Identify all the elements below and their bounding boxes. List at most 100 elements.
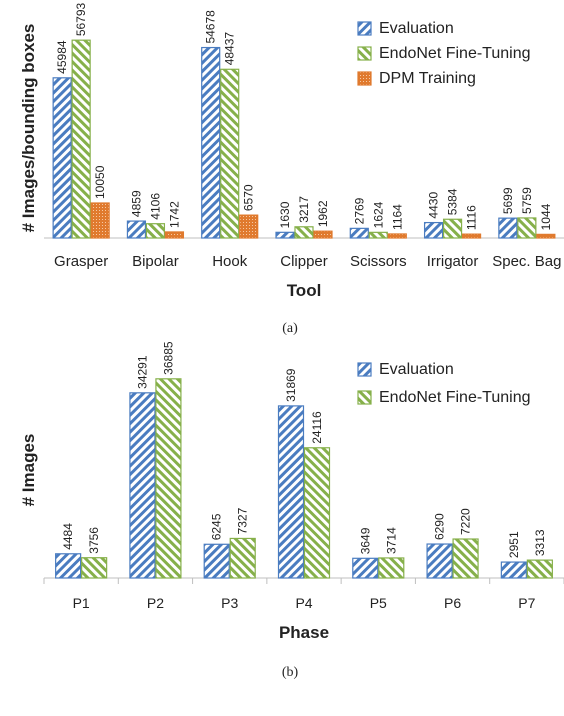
- data-label: 36885: [161, 341, 175, 375]
- data-label: 6570: [242, 184, 256, 211]
- legend-swatch: [357, 21, 372, 36]
- data-label: 1624: [371, 201, 385, 228]
- data-label: 4106: [148, 193, 162, 220]
- chart-phase-distribution: 4484 3756 P1 34291 36885 P2 6245 7327 P3 31869 241…: [19, 341, 564, 642]
- bar-evaluation-p1: [55, 553, 82, 579]
- data-label: 3649: [358, 527, 372, 554]
- legend-label: Evaluation: [379, 361, 454, 378]
- legend-swatch: [357, 390, 372, 405]
- data-label: 2769: [352, 197, 366, 224]
- data-label: 1044: [539, 203, 553, 230]
- data-label: 5384: [446, 188, 460, 215]
- bar-endonet-fine-tuning-p7: [526, 559, 553, 579]
- data-label: 48437: [223, 32, 237, 66]
- x-tick-label: P4: [295, 595, 312, 611]
- bar-dpm-training-hook: [239, 214, 259, 239]
- bar-endonet-fine-tuning-scissors: [368, 231, 388, 239]
- bar-endonet-fine-tuning-p2: [155, 378, 182, 579]
- bar-dpm-training-clipper: [313, 230, 333, 239]
- x-tick-label: P7: [518, 595, 535, 611]
- data-label: 4859: [129, 190, 143, 217]
- bar-endonet-fine-tuning-p5: [378, 557, 405, 579]
- bar-endonet-fine-tuning-p6: [452, 538, 479, 579]
- bar-evaluation-p6: [426, 543, 453, 579]
- bar-evaluation-p7: [500, 561, 527, 579]
- legend-entry: DPM Training: [357, 70, 476, 87]
- bar-endonet-fine-tuning-bipolar: [145, 223, 166, 239]
- legend-swatch: [357, 71, 372, 86]
- data-label: 3217: [297, 196, 311, 223]
- bar-evaluation-p5: [352, 557, 379, 579]
- bar-evaluation-bipolar: [126, 220, 147, 239]
- data-label: 1742: [167, 201, 181, 228]
- x-axis-title: Phase: [279, 623, 329, 642]
- legend-entry: EndoNet Fine-Tuning: [357, 45, 531, 62]
- legend-entry: EndoNet Fine-Tuning: [357, 389, 531, 406]
- bar-evaluation-spec-bag: [498, 217, 518, 239]
- bar-endonet-fine-tuning-grasper: [71, 39, 91, 239]
- legend-entry: Evaluation: [357, 361, 454, 378]
- x-tick-label: Grasper: [54, 253, 108, 270]
- y-axis-title: # Images: [19, 434, 38, 507]
- bar-dpm-training-scissors: [387, 233, 407, 239]
- bar-evaluation-p4: [277, 405, 305, 579]
- legend-label: DPM Training: [379, 70, 476, 87]
- data-label: 3756: [87, 527, 101, 554]
- data-label: 31869: [284, 368, 298, 402]
- data-label: 5699: [501, 187, 515, 214]
- y-axis-title: # Images/bounding boxes: [19, 24, 38, 233]
- data-label: 1116: [465, 205, 479, 230]
- x-tick-label: Scissors: [350, 253, 407, 270]
- bar-endonet-fine-tuning-irrigator: [442, 218, 463, 239]
- data-label: 7220: [459, 508, 473, 535]
- x-tick-label: P1: [73, 595, 90, 611]
- x-tick-label: P2: [147, 595, 164, 611]
- legend-label: EndoNet Fine-Tuning: [379, 389, 531, 406]
- legend-entry: Evaluation: [357, 20, 454, 37]
- bar-dpm-training-grasper: [90, 202, 110, 239]
- data-label: 10050: [93, 165, 107, 199]
- data-label: 7327: [236, 507, 250, 534]
- x-tick-label: P3: [221, 595, 238, 611]
- bar-endonet-fine-tuning-p3: [229, 537, 256, 579]
- bar-evaluation-hook: [201, 46, 221, 239]
- legend-label: Evaluation: [379, 20, 454, 37]
- x-axis-title: Tool: [287, 281, 322, 300]
- caption-a: (a): [282, 321, 298, 336]
- x-tick-label: P5: [370, 595, 387, 611]
- bar-dpm-training-spec-bag: [536, 233, 556, 239]
- bar-evaluation-p3: [203, 543, 230, 579]
- data-label: 45984: [55, 40, 69, 74]
- bar-endonet-fine-tuning-p4: [303, 447, 331, 579]
- legend-swatch: [357, 46, 372, 61]
- bar-evaluation-p2: [129, 392, 156, 579]
- data-label: 3313: [533, 529, 547, 556]
- x-tick-label: Spec. Bag: [492, 253, 561, 270]
- bar-evaluation-grasper: [52, 77, 72, 239]
- bar-evaluation-irrigator: [423, 221, 444, 239]
- x-tick-label: Clipper: [280, 253, 328, 270]
- bar-dpm-training-bipolar: [164, 231, 185, 239]
- data-label: 24116: [310, 411, 324, 444]
- x-tick-label: P6: [444, 595, 461, 611]
- x-tick-label: Bipolar: [132, 253, 179, 270]
- data-label: 2951: [507, 531, 521, 558]
- data-label: 34291: [135, 355, 149, 389]
- x-tick-label: Hook: [212, 253, 248, 270]
- chart-tool-distribution: 45984 56793 10050 Grasper 4859 4106 1742 Bipola…: [19, 2, 564, 300]
- data-label: 4430: [427, 192, 441, 219]
- bar-endonet-fine-tuning-spec-bag: [517, 217, 537, 239]
- bar-endonet-fine-tuning-clipper: [294, 226, 314, 239]
- data-label: 6290: [433, 513, 447, 540]
- caption-b: (b): [282, 665, 299, 680]
- data-label: 1164: [390, 204, 404, 230]
- bar-endonet-fine-tuning-p1: [81, 557, 108, 579]
- data-label: 54678: [204, 10, 218, 44]
- bar-endonet-fine-tuning-hook: [220, 68, 240, 239]
- legend-label: EndoNet Fine-Tuning: [379, 45, 531, 62]
- bar-dpm-training-irrigator: [461, 233, 482, 239]
- data-label: 4484: [61, 523, 75, 550]
- bar-evaluation-clipper: [275, 231, 295, 239]
- data-label: 3714: [384, 527, 398, 554]
- data-label: 56793: [74, 2, 88, 36]
